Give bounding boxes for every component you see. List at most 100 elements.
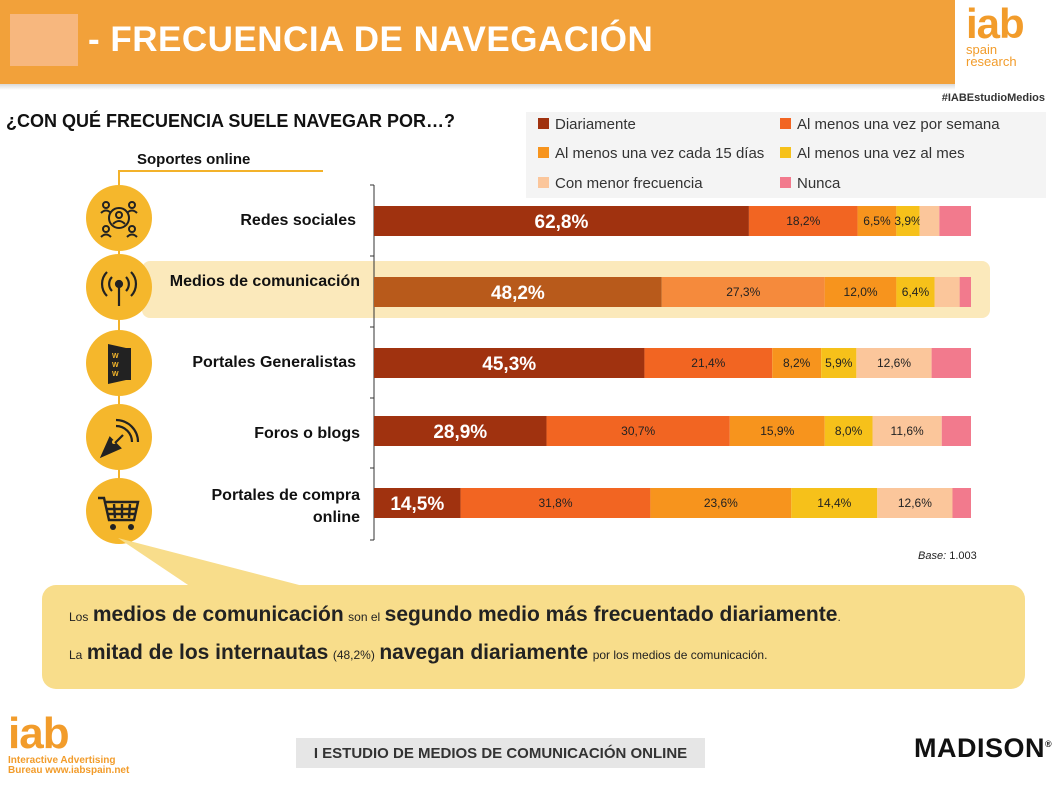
footer-study-title: I ESTUDIO DE MEDIOS DE COMUNICACIÓN ONLI… xyxy=(296,738,705,768)
data-label-1-3: 6,4% xyxy=(902,285,930,299)
iab-bottom-line2: Bureau www.iabspain.net xyxy=(8,765,130,776)
legend-swatch xyxy=(780,118,791,129)
bar-segment-3-0 xyxy=(374,416,547,446)
data-label-2-0: 45,3% xyxy=(482,354,536,375)
bar-segment-0-0 xyxy=(374,206,749,236)
data-label-1-2: 12,0% xyxy=(844,285,878,299)
bar-segment-0-1 xyxy=(748,206,858,236)
iab-logo-text: iab xyxy=(966,0,1025,47)
data-label-3-0: 28,9% xyxy=(433,422,487,443)
chart-question: ¿CON QUÉ FRECUENCIA SUELE NAVEGAR POR…? xyxy=(6,111,456,131)
bar-segment-0-2 xyxy=(857,206,897,236)
data-label-4-2: 23,6% xyxy=(704,496,738,510)
data-label-2-2: 8,2% xyxy=(783,356,811,370)
data-label-0-3: 3,9% xyxy=(894,214,922,228)
title-banner: - FRECUENCIA DE NAVEGACIÓN xyxy=(0,0,955,84)
svg-text:W: W xyxy=(112,371,119,378)
legend-swatch xyxy=(780,177,791,188)
svg-text:W: W xyxy=(112,353,119,360)
banner-shadow xyxy=(0,84,955,90)
bar-segment-4-0 xyxy=(374,488,461,518)
supports-underline xyxy=(120,170,323,172)
data-label-2-4: 12,6% xyxy=(877,356,911,370)
antenna-icon xyxy=(86,254,152,320)
base-label: Base: xyxy=(918,550,947,562)
bar-segment-3-2 xyxy=(729,416,825,446)
callout-line-1: Los medios de comunicación son el segund… xyxy=(69,603,841,627)
madison-mark: ® xyxy=(1045,739,1053,749)
legend-item-diariamente: Diariamente xyxy=(538,116,636,133)
legend-label: Nunca xyxy=(797,175,841,192)
bar-segment-1-3 xyxy=(896,277,935,307)
data-label-1-0: 48,2% xyxy=(491,283,545,304)
chart-legend: Diariamente Al menos una vez por semana … xyxy=(526,112,1046,198)
data-label-0-1: 18,2% xyxy=(786,214,820,228)
hashtag: #IABEstudioMedios xyxy=(941,92,1045,104)
legend-swatch xyxy=(538,147,549,158)
legend-item-nunca: Nunca xyxy=(780,175,840,192)
callout-text: (48,2%) xyxy=(332,648,375,662)
bar-segment-3-1 xyxy=(546,416,730,446)
bar-segment-2-2 xyxy=(772,348,822,378)
iab-bottom-line1: Interactive Advertising xyxy=(8,755,116,766)
pen-nib-icon xyxy=(86,404,152,470)
callout-text: son el xyxy=(348,610,381,624)
people-network-icon xyxy=(86,185,152,251)
shopping-cart-icon xyxy=(86,478,152,544)
callout-bold: mitad de los internautas xyxy=(86,641,329,664)
bar-segment-3-3 xyxy=(824,416,873,446)
madison-text: MADISON xyxy=(914,733,1045,763)
callout-bold: medios de comunicación xyxy=(92,603,344,626)
bar-segment-2-4 xyxy=(856,348,932,378)
data-label-1-1: 27,3% xyxy=(726,285,760,299)
bar-segment-4-3 xyxy=(791,488,878,518)
madison-logo: MADISON® xyxy=(914,733,1052,764)
bar-segment-1-1 xyxy=(661,277,825,307)
bar-segment-4-1 xyxy=(460,488,651,518)
bar-segment-1-5 xyxy=(959,277,971,307)
legend-swatch xyxy=(538,118,549,129)
bar-segment-4-5 xyxy=(952,488,971,518)
legend-item-semanal: Al menos una vez por semana xyxy=(780,116,1000,133)
bar-segment-1-4 xyxy=(934,277,960,307)
iab-bureau-logo: iab Interactive Advertising Bureau www.i… xyxy=(8,712,129,776)
data-label-3-2: 15,9% xyxy=(760,424,794,438)
bar-segment-2-3 xyxy=(821,348,857,378)
bar-segment-4-4 xyxy=(877,488,953,518)
legend-label: Al menos una vez al mes xyxy=(797,145,965,162)
bar-segment-1-0 xyxy=(374,277,662,307)
data-label-0-0: 62,8% xyxy=(535,212,589,233)
title-placeholder-box xyxy=(10,14,78,66)
legend-swatch xyxy=(780,147,791,158)
data-label-4-1: 31,8% xyxy=(538,496,572,510)
bar-segment-0-5 xyxy=(939,206,971,236)
data-label-2-1: 21,4% xyxy=(691,356,725,370)
callout-text: La xyxy=(69,648,83,662)
legend-label: Diariamente xyxy=(555,116,636,133)
callout-text: Los xyxy=(69,610,89,624)
row-label-redes: Redes sociales xyxy=(240,212,356,229)
legend-item-mensual: Al menos una vez al mes xyxy=(780,145,965,162)
callout-text: por los medios de comunicación. xyxy=(592,648,768,662)
callout-text: . xyxy=(837,610,841,624)
bar-segment-3-5 xyxy=(941,416,971,446)
legend-swatch xyxy=(538,177,549,188)
page-title: - FRECUENCIA DE NAVEGACIÓN xyxy=(88,20,654,59)
callout-line-2: La mitad de los internautas (48,2%) nave… xyxy=(69,641,767,665)
footer-study-text: I ESTUDIO DE MEDIOS DE COMUNICACIÓN ONLI… xyxy=(313,745,688,762)
bar-segment-3-4 xyxy=(872,416,942,446)
data-label-0-2: 6,5% xyxy=(863,214,891,228)
legend-label: Con menor frecuencia xyxy=(555,175,703,192)
bar-segment-1-2 xyxy=(824,277,897,307)
callout-bold: segundo medio más frecuentado diariament… xyxy=(384,603,838,626)
legend-label: Al menos una vez por semana xyxy=(797,116,1000,133)
data-label-4-0: 14,5% xyxy=(390,494,444,515)
callout-bold: navegan diariamente xyxy=(379,641,589,664)
legend-item-menor: Con menor frecuencia xyxy=(538,175,703,192)
supports-title: Soportes online xyxy=(137,151,251,168)
data-label-3-1: 30,7% xyxy=(621,424,655,438)
svg-text:W: W xyxy=(112,362,119,369)
